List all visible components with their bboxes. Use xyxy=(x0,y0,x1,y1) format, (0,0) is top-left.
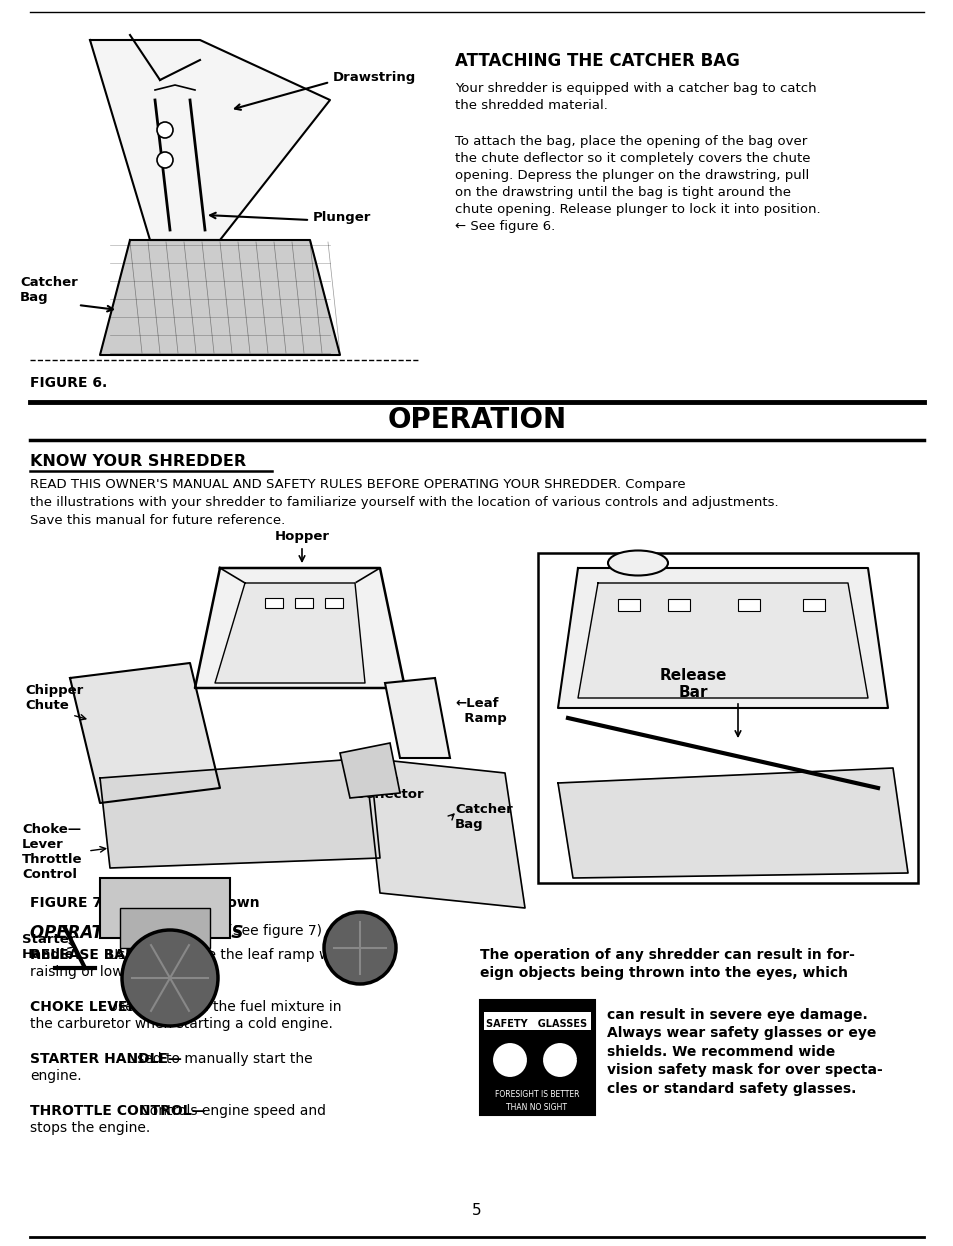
Circle shape xyxy=(541,1042,578,1078)
Text: The operation of any shredder can result in for-
eign objects being thrown into : The operation of any shredder can result… xyxy=(479,948,854,981)
Text: WEAR YOUR: WEAR YOUR xyxy=(509,1014,563,1023)
Text: ATTACHING THE CATCHER BAG: ATTACHING THE CATCHER BAG xyxy=(455,52,740,70)
Text: Controls engine speed and: Controls engine speed and xyxy=(140,1104,326,1118)
Bar xyxy=(120,908,210,948)
Circle shape xyxy=(324,912,395,984)
Bar xyxy=(667,599,689,611)
Polygon shape xyxy=(365,758,524,908)
Text: Catcher
Bag: Catcher Bag xyxy=(455,802,512,831)
Polygon shape xyxy=(578,583,867,698)
Ellipse shape xyxy=(607,551,667,576)
Polygon shape xyxy=(214,583,365,683)
Text: FORESIGHT IS BETTER: FORESIGHT IS BETTER xyxy=(495,1090,578,1099)
Text: THROTTLE CONTROL—: THROTTLE CONTROL— xyxy=(30,1104,205,1118)
Polygon shape xyxy=(90,40,330,240)
Polygon shape xyxy=(558,568,887,708)
Bar xyxy=(265,598,283,608)
Text: 5: 5 xyxy=(472,1202,481,1219)
Polygon shape xyxy=(385,678,450,758)
Polygon shape xyxy=(70,663,220,802)
Bar xyxy=(537,553,917,883)
Text: To attach the bag, place the opening of the bag over
the chute deflector so it c: To attach the bag, place the opening of … xyxy=(455,135,820,233)
Text: Release
Bar: Release Bar xyxy=(659,668,726,700)
Text: Chute
Deflector: Chute Deflector xyxy=(355,773,424,801)
Text: (See figure 7): (See figure 7) xyxy=(223,925,322,938)
Text: SAFETY   GLASSES: SAFETY GLASSES xyxy=(486,1019,587,1029)
Text: Used to enrich the fuel mixture in: Used to enrich the fuel mixture in xyxy=(108,1001,341,1014)
Text: CHOKE LEVER—: CHOKE LEVER— xyxy=(30,1001,152,1014)
Bar xyxy=(618,599,639,611)
Text: raising or lowering.: raising or lowering. xyxy=(30,964,164,979)
Text: the carburetor when starting a cold engine.: the carburetor when starting a cold engi… xyxy=(30,1017,333,1030)
Text: Used to manually start the: Used to manually start the xyxy=(128,1052,313,1067)
Bar xyxy=(802,599,824,611)
Text: FIGURE 6.: FIGURE 6. xyxy=(30,376,107,390)
Text: STARTER HANDLE—: STARTER HANDLE— xyxy=(30,1052,182,1067)
Text: FIGURE 7.—Model 645 Shown: FIGURE 7.—Model 645 Shown xyxy=(30,896,259,910)
Bar xyxy=(100,878,230,938)
Text: Hopper: Hopper xyxy=(274,530,329,543)
Text: ←Leaf
  Ramp: ←Leaf Ramp xyxy=(455,697,506,725)
Text: Your shredder is equipped with a catcher bag to catch
the shredded material.: Your shredder is equipped with a catcher… xyxy=(455,82,816,112)
Polygon shape xyxy=(100,758,379,868)
Text: Chipper
Chute: Chipper Chute xyxy=(25,684,83,711)
Bar xyxy=(479,1001,595,1115)
Text: Catcher
Bag: Catcher Bag xyxy=(20,277,77,304)
Text: READ THIS OWNER'S MANUAL AND SAFETY RULES BEFORE OPERATING YOUR SHREDDER. Compar: READ THIS OWNER'S MANUAL AND SAFETY RULE… xyxy=(30,478,778,527)
Text: Drawstring: Drawstring xyxy=(333,71,416,85)
Bar xyxy=(483,1012,590,1030)
Text: KNOW YOUR SHREDDER: KNOW YOUR SHREDDER xyxy=(30,454,246,468)
Polygon shape xyxy=(100,240,339,355)
Circle shape xyxy=(492,1042,527,1078)
Text: Plunger: Plunger xyxy=(313,212,371,224)
Text: Starter
Handle: Starter Handle xyxy=(22,933,75,961)
Polygon shape xyxy=(339,743,399,797)
Circle shape xyxy=(122,930,218,1025)
Bar xyxy=(294,598,313,608)
Text: engine.: engine. xyxy=(30,1069,82,1083)
Circle shape xyxy=(157,152,172,168)
Bar xyxy=(325,598,343,608)
Text: stops the engine.: stops the engine. xyxy=(30,1121,150,1135)
Text: Choke—
Lever
Throttle
Control: Choke— Lever Throttle Control xyxy=(22,824,82,881)
Polygon shape xyxy=(194,568,405,688)
Text: OPERATION: OPERATION xyxy=(387,406,566,434)
Text: RELEASE BAR—: RELEASE BAR— xyxy=(30,948,150,962)
Bar xyxy=(738,599,760,611)
Text: OPERATING CONTROLS: OPERATING CONTROLS xyxy=(30,925,243,942)
Text: Used to release the leaf ramp when: Used to release the leaf ramp when xyxy=(108,948,356,962)
Polygon shape xyxy=(558,768,907,878)
Text: THAN NO SIGHT: THAN NO SIGHT xyxy=(506,1103,567,1111)
Text: can result in severe eye damage.
Always wear safety glasses or eye
shields. We r: can result in severe eye damage. Always … xyxy=(606,1008,882,1095)
Circle shape xyxy=(157,122,172,138)
